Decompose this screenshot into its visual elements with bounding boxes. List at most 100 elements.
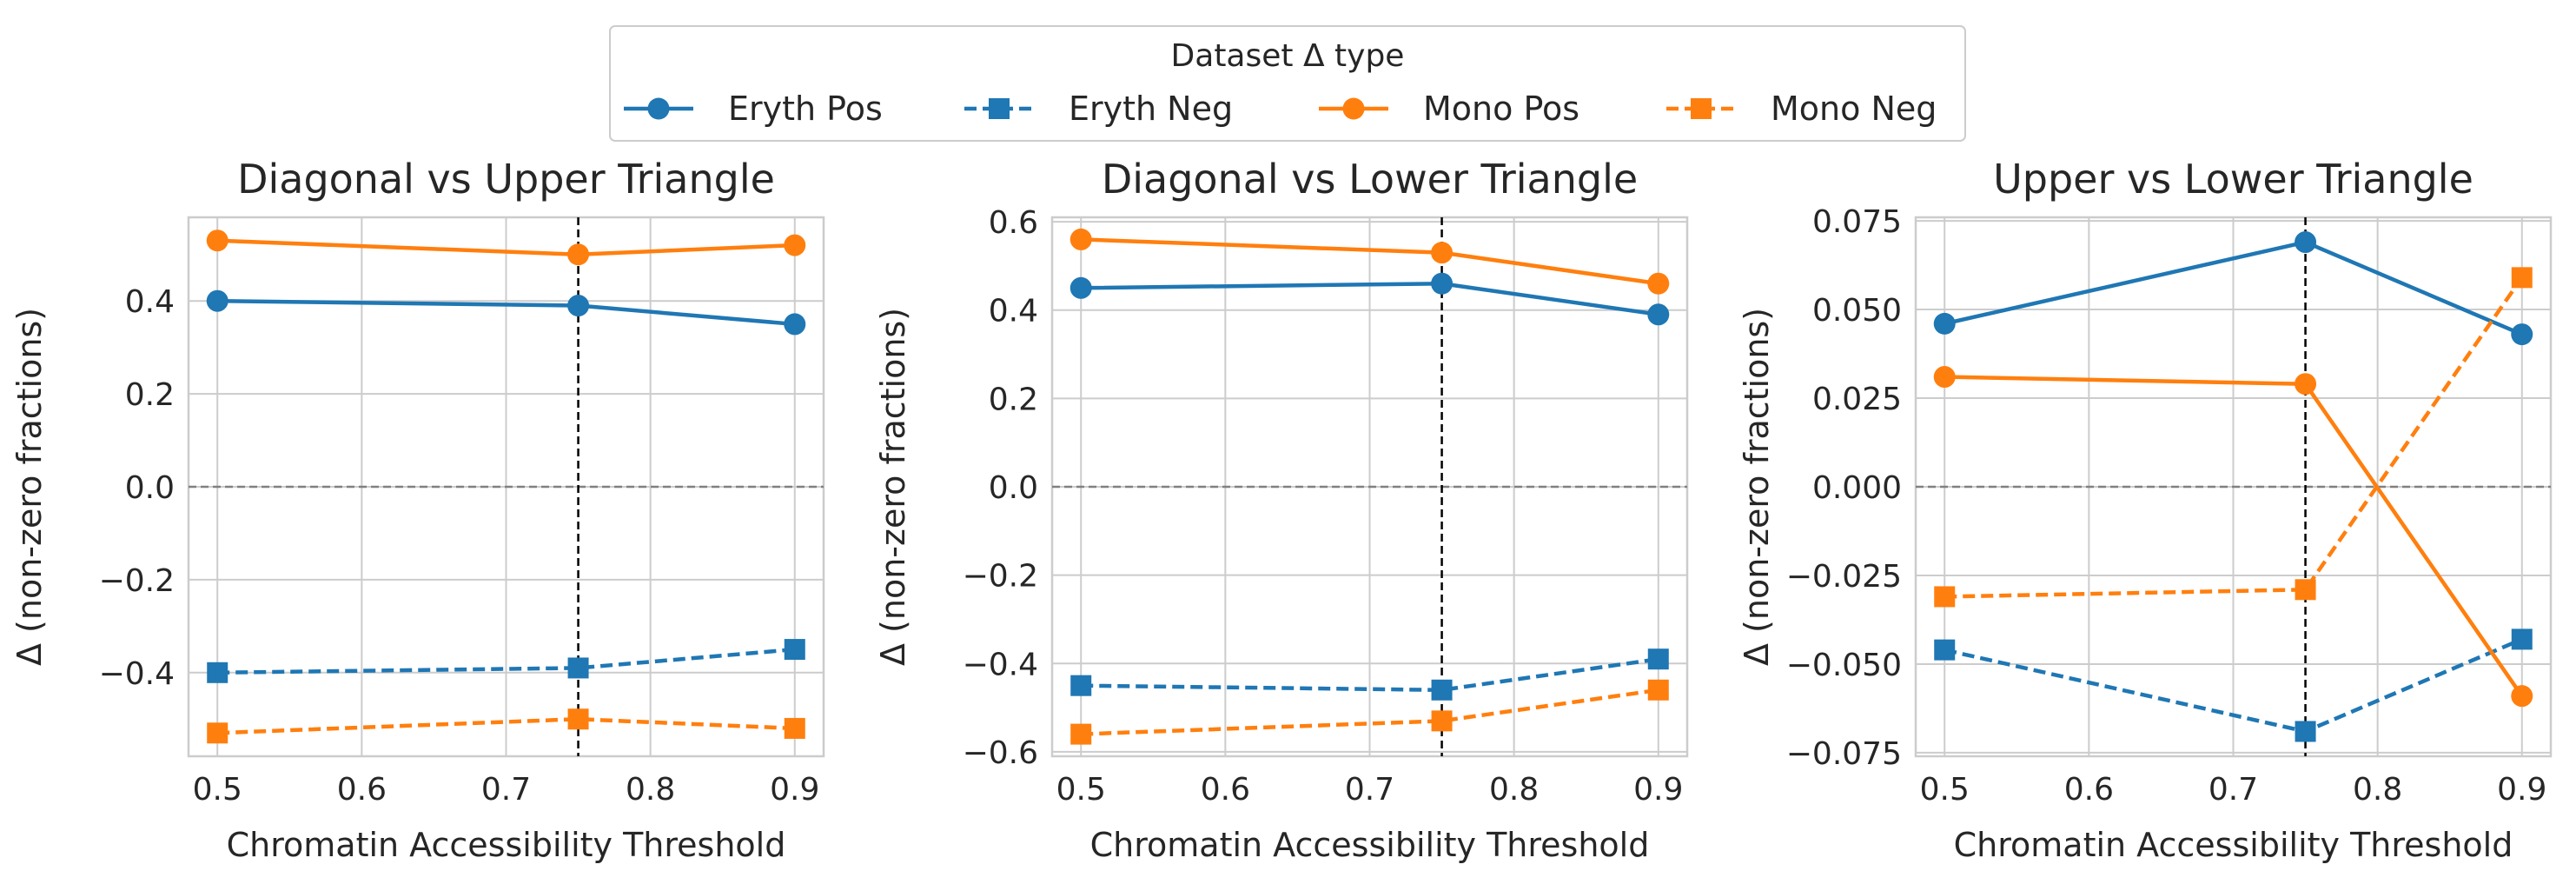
data-point-mono-neg: [1934, 586, 1956, 608]
data-point-mono-pos: [1647, 272, 1670, 295]
legend: Dataset Δ type Eryth Pos Eryth Neg Mono Po…: [609, 25, 1966, 142]
y-tick-label: −0.2: [963, 559, 1038, 595]
panel-title: Upper vs Lower Triangle: [1993, 156, 2473, 203]
data-point-eryth-neg: [2295, 721, 2316, 742]
y-tick-label: −0.6: [963, 735, 1038, 771]
panel-title: Diagonal vs Upper Triangle: [237, 156, 775, 203]
data-point-eryth-neg: [207, 662, 228, 683]
data-point-mono-neg: [1647, 679, 1669, 701]
data-point-mono-neg: [207, 722, 228, 744]
x-axis-label: Chromatin Accessibility Threshold: [227, 826, 786, 864]
panels: 0.5 0.6 0.7 0.8 0.9 −0.4 −0.2 0.0 0.2 0.4 Diagonal…: [10, 156, 2553, 864]
x-tick-label: 0.6: [2064, 772, 2114, 808]
legend-label-eryth-pos: Eryth Pos: [728, 90, 883, 128]
series-line-eryth-neg: [1081, 656, 1659, 693]
series-mono-pos: [206, 229, 806, 266]
data-point-eryth-neg: [1070, 675, 1092, 696]
data-point-mono-pos: [206, 229, 228, 252]
panel-3: 0.5 0.6 0.7 0.8 0.9 −0.075 −0.050 −0.025 0.000 0.…: [1738, 156, 2553, 864]
x-tick-label: 0.5: [1920, 772, 1970, 808]
series-eryth-neg: [207, 639, 805, 683]
legend-frame: [609, 25, 1966, 142]
y-tick-label: 0.0: [989, 470, 1038, 506]
legend-marker-mono-pos: [1342, 97, 1365, 120]
series-line-eryth-neg: [217, 647, 795, 675]
x-tick-label: 0.9: [2497, 772, 2546, 808]
data-point-mono-pos: [1431, 242, 1454, 264]
y-tick-label: 0.000: [1812, 470, 1902, 506]
legend-entries: Eryth Pos Eryth Neg Mono Pos Mono Neg: [624, 90, 1937, 128]
x-tick-label: 0.8: [1489, 772, 1539, 808]
series-mono-neg: [1070, 679, 1669, 745]
series-mono-pos: [1069, 228, 1670, 295]
y-tick-label: 0.6: [989, 205, 1038, 241]
data-point-eryth-neg: [1934, 639, 1956, 661]
x-tick-label: 0.6: [337, 772, 387, 808]
series-line-mono-neg: [1944, 276, 2524, 599]
x-axis-label: Chromatin Accessibility Threshold: [1954, 826, 2513, 864]
y-tick-label: 0.2: [989, 382, 1038, 417]
legend-title: Dataset Δ type: [1171, 38, 1405, 74]
data-point-eryth-pos: [1069, 276, 1092, 299]
x-tick-label: 0.9: [1633, 772, 1683, 808]
data-point-mono-pos: [2295, 373, 2317, 396]
y-tick-label: −0.4: [99, 656, 175, 692]
series-eryth-pos: [1933, 231, 2533, 346]
y-axis-label: Δ (non-zero fractions): [1738, 308, 1776, 666]
legend-entry-eryth-pos: Eryth Pos: [624, 90, 883, 128]
data-point-mono-pos: [2511, 685, 2533, 708]
panel-1: 0.5 0.6 0.7 0.8 0.9 −0.4 −0.2 0.0 0.2 0.4 Diagonal…: [10, 156, 825, 864]
data-point-eryth-pos: [567, 295, 590, 317]
data-point-eryth-neg: [1647, 648, 1669, 670]
data-point-mono-pos: [1069, 228, 1092, 250]
legend-marker-eryth-pos: [647, 97, 670, 120]
y-tick-label: 0.050: [1812, 293, 1902, 329]
x-tick-label: 0.6: [1201, 772, 1250, 808]
legend-marker-mono-neg: [1691, 98, 1712, 119]
legend-entry-mono-neg: Mono Neg: [1666, 90, 1937, 128]
data-point-mono-pos: [784, 234, 806, 256]
y-tick-label: −0.4: [963, 647, 1038, 682]
y-tick-label: 0.4: [989, 294, 1038, 329]
data-point-mono-neg: [784, 717, 805, 739]
data-point-mono-pos: [567, 243, 590, 266]
x-tick-label: 0.5: [193, 772, 242, 808]
y-tick-label: 0.025: [1812, 382, 1902, 417]
series-eryth-pos: [206, 289, 806, 336]
legend-marker-eryth-neg: [989, 98, 1010, 119]
y-axis-label: Δ (non-zero fractions): [874, 308, 912, 666]
y-tick-label: 0.4: [125, 284, 175, 320]
legend-entry-mono-pos: Mono Pos: [1319, 90, 1579, 128]
series-mono-neg: [207, 708, 805, 744]
x-axis-label: Chromatin Accessibility Threshold: [1090, 826, 1650, 864]
x-tick-label: 0.7: [1345, 772, 1394, 808]
series-eryth-neg: [1070, 648, 1669, 701]
data-point-eryth-pos: [1431, 272, 1454, 295]
data-point-mono-neg: [1070, 723, 1092, 745]
x-tick-label: 0.9: [770, 772, 819, 808]
y-tick-label: −0.025: [1786, 559, 1902, 595]
data-point-mono-neg: [2295, 579, 2316, 601]
series-eryth-neg: [1934, 628, 2533, 742]
y-tick-label: −0.2: [99, 563, 175, 599]
data-point-mono-pos: [1933, 366, 1956, 389]
x-tick-label: 0.7: [2208, 772, 2258, 808]
data-point-eryth-neg: [784, 639, 805, 661]
legend-entry-eryth-neg: Eryth Neg: [964, 90, 1233, 128]
data-point-eryth-pos: [1933, 312, 1956, 335]
y-tick-label: −0.075: [1786, 736, 1902, 772]
y-axis-label: Δ (non-zero fractions): [10, 308, 49, 666]
y-tick-label: 0.2: [125, 377, 175, 413]
series-mono-neg: [1934, 267, 2533, 608]
y-tick-label: 0.0: [125, 470, 175, 506]
data-point-mono-neg: [2511, 267, 2533, 289]
data-point-eryth-pos: [2511, 323, 2533, 346]
data-point-mono-neg: [567, 708, 589, 730]
panel-2: 0.5 0.6 0.7 0.8 0.9 −0.6 −0.4 −0.2 0.0 0.2 0.4 0.6 D…: [874, 156, 1689, 864]
data-point-eryth-neg: [567, 657, 589, 679]
legend-label-eryth-neg: Eryth Neg: [1069, 90, 1233, 128]
series-mono-pos: [1933, 366, 2533, 708]
x-tick-label: 0.5: [1056, 772, 1106, 808]
series-line-mono-neg: [1081, 688, 1659, 736]
panel-title: Diagonal vs Lower Triangle: [1102, 156, 1638, 203]
